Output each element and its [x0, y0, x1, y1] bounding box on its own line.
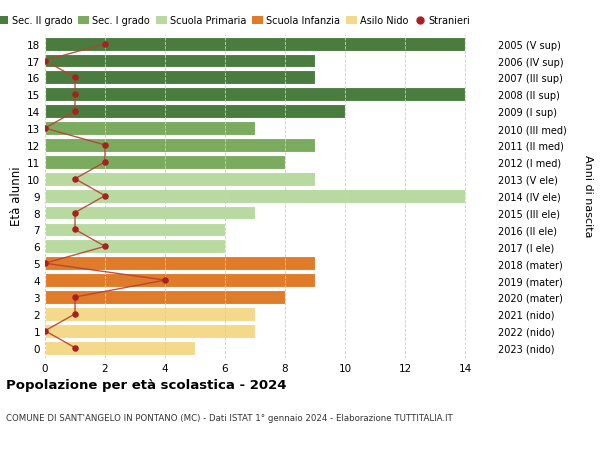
- Point: [100, 142, 110, 149]
- Point: [70, 226, 80, 234]
- Bar: [45, 274, 315, 287]
- Point: [40, 58, 50, 65]
- Point: [70, 74, 80, 82]
- Point: [40, 260, 50, 267]
- Point: [160, 277, 170, 284]
- Bar: [45, 173, 315, 186]
- Point: [70, 108, 80, 116]
- Point: [70, 91, 80, 99]
- Bar: [45, 156, 285, 169]
- Point: [40, 327, 50, 335]
- Bar: [45, 122, 255, 136]
- Bar: [45, 38, 465, 51]
- Point: [100, 159, 110, 166]
- Bar: [45, 55, 315, 68]
- Point: [100, 243, 110, 251]
- Legend: Sec. II grado, Sec. I grado, Scuola Primaria, Scuola Infanzia, Asilo Nido, Stran: Sec. II grado, Sec. I grado, Scuola Prim…: [0, 17, 470, 26]
- Bar: [45, 71, 315, 85]
- Bar: [45, 307, 255, 321]
- Point: [70, 311, 80, 318]
- Bar: [45, 324, 255, 338]
- Bar: [45, 88, 465, 102]
- Point: [70, 344, 80, 352]
- Point: [100, 41, 110, 48]
- Bar: [45, 240, 225, 254]
- Point: [70, 294, 80, 301]
- Text: Popolazione per età scolastica - 2024: Popolazione per età scolastica - 2024: [6, 379, 287, 392]
- Bar: [45, 341, 195, 355]
- Bar: [45, 139, 315, 152]
- Bar: [45, 189, 465, 203]
- Y-axis label: Età alunni: Età alunni: [10, 167, 23, 226]
- Point: [40, 125, 50, 133]
- Bar: [45, 223, 225, 237]
- Bar: [45, 105, 345, 119]
- Point: [70, 209, 80, 217]
- Point: [70, 176, 80, 183]
- Text: COMUNE DI SANT'ANGELO IN PONTANO (MC) - Dati ISTAT 1° gennaio 2024 - Elaborazion: COMUNE DI SANT'ANGELO IN PONTANO (MC) - …: [6, 413, 453, 422]
- Bar: [45, 206, 255, 220]
- Bar: [45, 257, 315, 270]
- Y-axis label: Anni di nascita: Anni di nascita: [583, 155, 593, 237]
- Bar: [45, 291, 285, 304]
- Point: [100, 193, 110, 200]
